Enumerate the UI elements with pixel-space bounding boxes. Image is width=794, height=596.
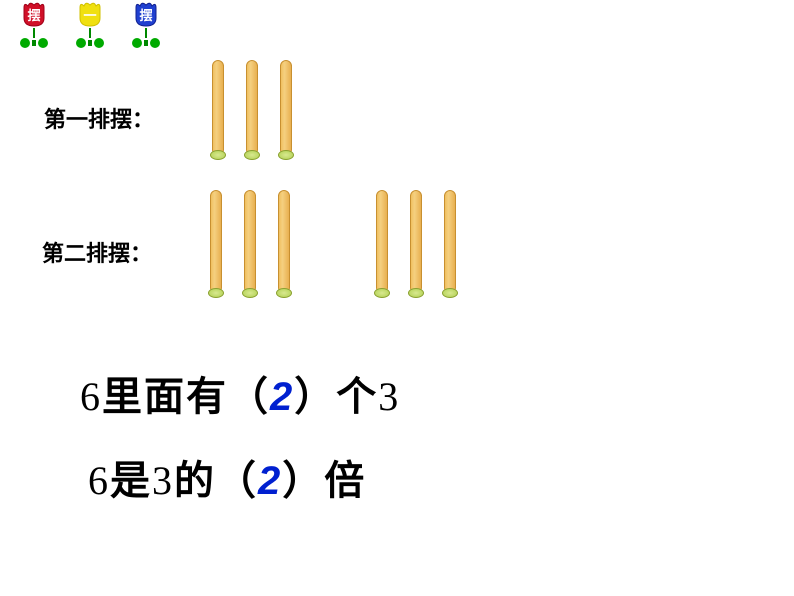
counting-stick — [210, 60, 226, 160]
counting-stick — [244, 60, 260, 160]
stick-group — [210, 60, 294, 160]
counting-stick — [408, 190, 424, 298]
flower-row: 摆 一 摆 — [14, 2, 166, 52]
statement-part: ）倍 — [282, 459, 366, 503]
flower-char: 一 — [83, 5, 96, 24]
statement-part: 6 — [88, 458, 110, 503]
statement-part: 里面有（ — [102, 375, 270, 419]
counting-stick — [442, 190, 458, 298]
row1-sticks — [210, 60, 294, 160]
flower-icon: 一 — [70, 2, 110, 52]
row2-label: 第二排摆： — [42, 236, 152, 268]
flower-char: 摆 — [27, 5, 40, 24]
counting-stick — [242, 190, 258, 298]
flower-icon: 摆 — [126, 2, 166, 52]
row2-sticks — [208, 190, 458, 298]
statement-part: 3 — [152, 458, 174, 503]
stick-group — [374, 190, 458, 298]
statement-part: ）个 — [294, 375, 378, 419]
counting-stick — [374, 190, 390, 298]
statement-1: 6里面有（2）个3 — [80, 364, 400, 422]
counting-stick — [276, 190, 292, 298]
flower-icon: 摆 — [14, 2, 54, 52]
counting-stick — [208, 190, 224, 298]
statement-part: 3 — [378, 374, 400, 419]
statement-part: 2 — [258, 459, 282, 503]
counting-stick — [278, 60, 294, 160]
stick-group — [208, 190, 292, 298]
statement-part: 的（ — [174, 459, 258, 503]
statement-part: 2 — [270, 375, 294, 419]
statement-part: 是 — [110, 459, 152, 503]
statement-2: 6是3的（2）倍 — [88, 448, 366, 506]
row1-label: 第一排摆： — [44, 102, 154, 134]
statement-part: 6 — [80, 374, 102, 419]
flower-char: 摆 — [139, 5, 152, 24]
